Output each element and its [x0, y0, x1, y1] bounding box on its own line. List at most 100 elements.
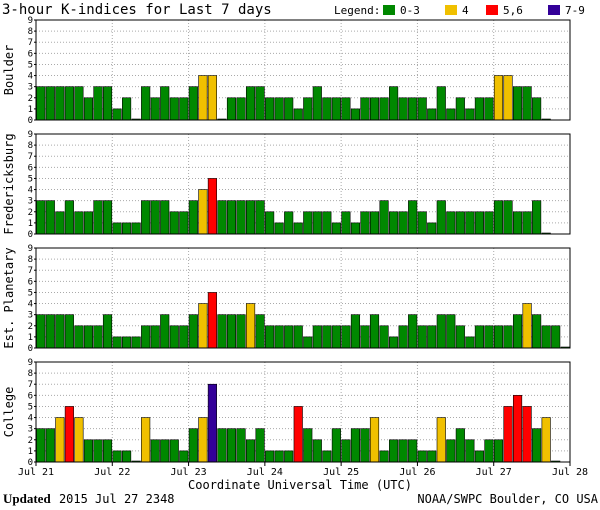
y-tick-label: 6 [28, 391, 33, 401]
bar [255, 86, 265, 121]
bar [160, 314, 170, 349]
bar [474, 325, 484, 349]
bar [408, 97, 418, 121]
bar [503, 75, 513, 121]
y-tick-label: 7 [28, 152, 33, 162]
bar [74, 325, 84, 349]
bar [312, 86, 322, 121]
bar [293, 325, 303, 349]
bar [274, 325, 284, 349]
bar [160, 439, 170, 463]
bar [322, 450, 332, 463]
bar [160, 200, 170, 235]
bar [303, 97, 313, 121]
bar [512, 211, 523, 235]
bar [64, 314, 74, 349]
bar [55, 417, 65, 463]
bar [217, 314, 227, 349]
bar [36, 428, 46, 463]
bar [484, 97, 494, 121]
bar [493, 200, 504, 235]
bar [532, 97, 542, 121]
bar [369, 97, 380, 121]
bar [245, 303, 256, 349]
x-tick-label: Jul 23 [171, 467, 207, 478]
x-tick-label: Jul 28 [552, 467, 588, 478]
bar [455, 211, 465, 235]
legend-text-5-6: 5,6 [503, 4, 523, 17]
bar [446, 439, 456, 463]
bar [36, 314, 46, 349]
bar [389, 211, 399, 235]
bar [188, 86, 198, 121]
footer-updated-label: Updated [3, 491, 51, 506]
x-tick-label: Jul 21 [18, 467, 54, 478]
bar [265, 97, 275, 121]
y-tick-label: 0 [28, 230, 33, 240]
bar [188, 314, 198, 349]
bar [350, 222, 361, 235]
bar [150, 439, 160, 463]
bar [455, 97, 465, 121]
bar [303, 211, 313, 235]
bar [141, 200, 151, 235]
bar [226, 200, 237, 235]
bar [379, 450, 389, 463]
footer-source: NOAA/SWPC Boulder, CO USA [417, 492, 598, 506]
bar [64, 86, 74, 121]
bar [236, 200, 246, 235]
y-tick-label: 1 [28, 333, 33, 343]
y-tick-label: 6 [28, 49, 33, 59]
bar [274, 97, 284, 121]
bar [541, 417, 551, 463]
bar [141, 325, 151, 349]
y-tick-label: 3 [28, 425, 33, 435]
bar [93, 439, 103, 463]
bar [408, 314, 418, 349]
bar [503, 200, 513, 235]
y-tick-label: 9 [28, 16, 33, 26]
bar [408, 200, 418, 235]
bar [474, 211, 484, 235]
bar [341, 325, 351, 349]
footer-updated: Updated 2015 Jul 27 2348 [3, 491, 175, 506]
bar [360, 211, 370, 235]
bar [284, 325, 294, 349]
bar [341, 97, 351, 121]
bar [331, 325, 341, 349]
bar [245, 439, 256, 463]
bar [474, 450, 484, 463]
panel-frame [35, 19, 571, 121]
bar [112, 450, 122, 463]
y-tick-label: 1 [28, 219, 33, 229]
x-axis: Jul 21 Jul 22 Jul 23 Jul 24 Jul 25 Jul 26 Jul … [18, 462, 588, 478]
bar [83, 325, 94, 349]
bar [93, 200, 103, 235]
bar [436, 314, 446, 349]
bar [93, 86, 103, 121]
bar [198, 189, 208, 235]
bar [474, 97, 484, 121]
bar [379, 200, 389, 235]
bar [284, 450, 294, 463]
bar [169, 439, 179, 463]
bar [284, 211, 294, 235]
chart-title: 3-hour K-indices for Last 7 days [2, 2, 272, 18]
bar [131, 336, 141, 349]
bar [236, 97, 246, 121]
bar [484, 211, 494, 235]
y-tick-label: 0 [28, 116, 33, 126]
bar [341, 439, 351, 463]
bar [198, 417, 208, 463]
footer-updated-value: 2015 Jul 27 2348 [59, 492, 175, 506]
legend-swatch-0-3 [383, 5, 395, 15]
legend-text-7-9: 7-9 [565, 4, 585, 17]
bar [389, 439, 399, 463]
bar [112, 108, 122, 121]
bar [198, 303, 208, 349]
bar [360, 325, 370, 349]
y-tick-label: 9 [28, 130, 33, 140]
bar [198, 75, 208, 121]
panel-label: Fredericksburg [2, 133, 16, 234]
